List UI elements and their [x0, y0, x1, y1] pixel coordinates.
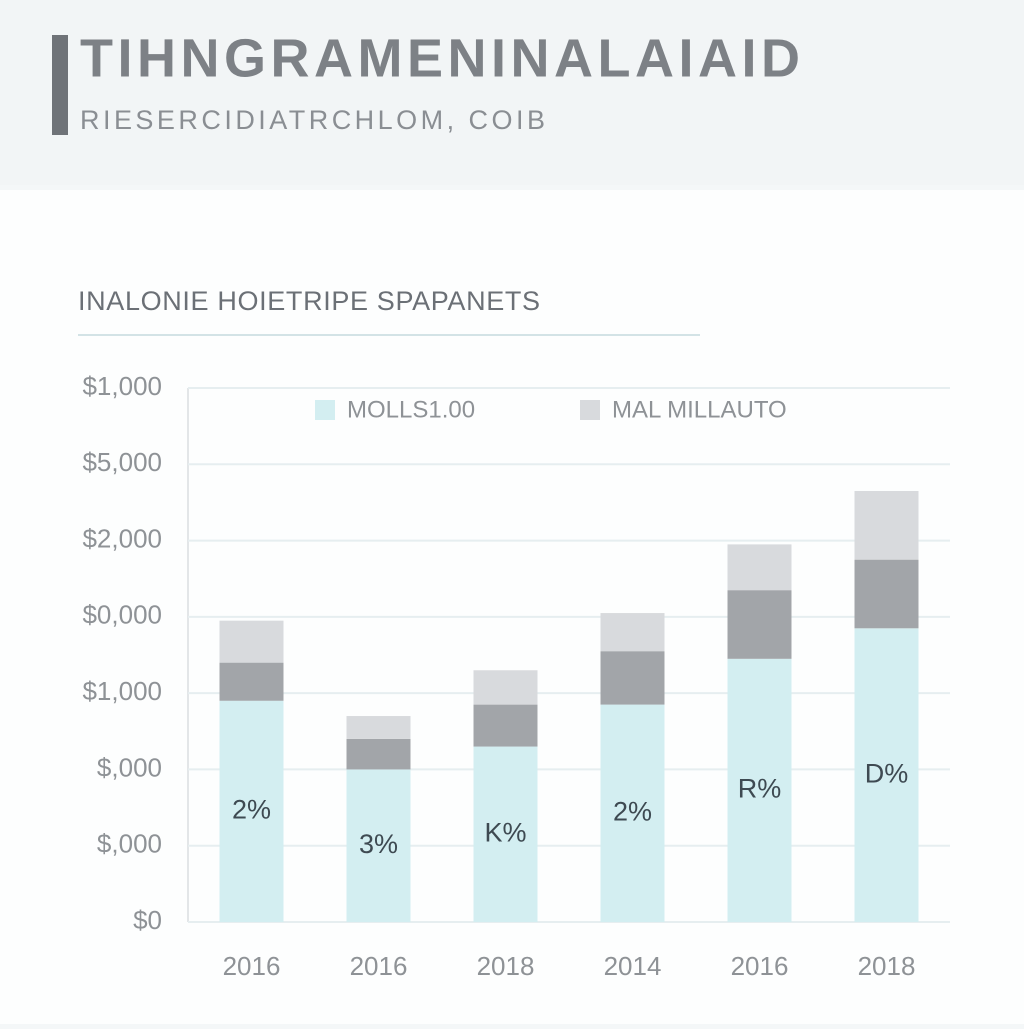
bar-segment: [473, 746, 538, 922]
bar-segment: [346, 738, 411, 770]
y-tick-label: $,000: [97, 829, 162, 859]
bar-segment: [219, 620, 284, 663]
bar-label: D%: [865, 758, 909, 788]
x-tick-label: 2018: [477, 951, 535, 981]
x-tick-label: 2016: [731, 951, 789, 981]
legend-swatch: [315, 400, 335, 420]
bar-label: 3%: [359, 829, 398, 859]
bar-label: 2%: [232, 795, 271, 825]
bar-segment: [600, 704, 665, 922]
bar-segment: [727, 544, 792, 591]
header-band: [0, 0, 1024, 185]
chart-title: INALONIE HOIETRIPE SPAPANETS: [78, 286, 540, 316]
y-tick-label: $0,000: [82, 600, 162, 630]
bar-label: R%: [738, 774, 782, 804]
bar-segment: [346, 716, 411, 739]
bar-segment: [727, 658, 792, 922]
x-tick-label: 2014: [604, 951, 662, 981]
x-tick-label: 2016: [223, 951, 281, 981]
bar-segment: [854, 559, 919, 629]
bar-segment: [473, 704, 538, 747]
bar-segment: [346, 769, 411, 922]
bar-segment: [727, 590, 792, 659]
bar-segment: [600, 651, 665, 705]
legend-label: MOLLS1.00: [347, 396, 475, 423]
legend-label: MAL MILLAUTO: [612, 396, 787, 423]
bar-label: K%: [484, 817, 526, 847]
y-tick-label: $1,000: [82, 371, 162, 401]
y-tick-label: $,000: [97, 752, 162, 782]
bar-segment: [219, 700, 284, 922]
y-tick-label: $0: [133, 905, 162, 935]
header-subtitle: RIESERCIDIATRCHLOM, COIB: [80, 105, 545, 135]
header-accent: [52, 35, 68, 135]
header-title: TIHNGRAMENINALAIAID: [80, 28, 800, 88]
bar-segment: [600, 613, 665, 652]
x-tick-label: 2016: [350, 951, 408, 981]
bar-segment: [854, 490, 919, 560]
y-tick-label: $1,000: [82, 676, 162, 706]
legend-swatch: [580, 400, 600, 420]
bar-segment: [854, 628, 919, 922]
bar-label: 2%: [613, 796, 652, 826]
bar-segment: [219, 662, 284, 701]
x-tick-label: 2018: [858, 951, 916, 981]
y-tick-label: $5,000: [82, 447, 162, 477]
y-tick-label: $2,000: [82, 523, 162, 553]
bar-segment: [473, 670, 538, 705]
